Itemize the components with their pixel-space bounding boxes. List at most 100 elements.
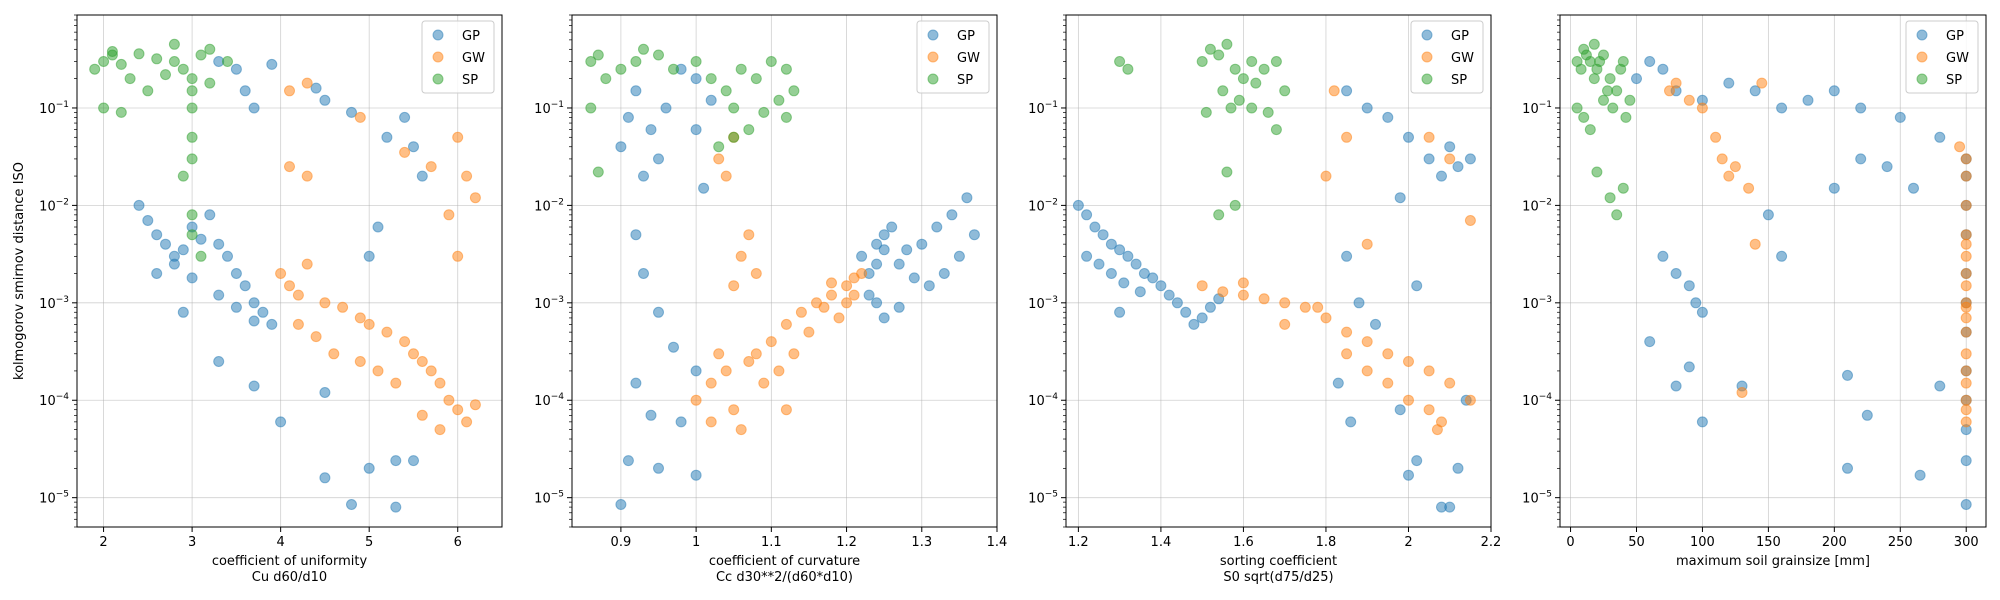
data-point-SP: [713, 141, 725, 153]
data-point-GW: [1960, 238, 1972, 250]
data-point-GP: [1155, 280, 1167, 292]
data-point-GP: [622, 455, 634, 467]
data-point-GP: [1828, 182, 1840, 194]
legend: GP GW SP: [421, 20, 495, 94]
data-point-GP: [390, 501, 402, 513]
x-axis-label: coefficient of curvature Cc d30**2/(d60*d…: [709, 554, 860, 585]
data-point-GW: [841, 297, 853, 309]
data-point-GW: [469, 192, 481, 204]
y-tick-label: 10−4: [1522, 392, 1552, 409]
data-point-GW: [443, 394, 455, 406]
x-tick-label: 50: [1628, 535, 1645, 550]
data-point-GW: [1696, 102, 1708, 114]
data-point-GP: [1134, 286, 1146, 298]
data-point-GP: [1861, 409, 1873, 421]
data-point-GP: [668, 341, 679, 353]
data-point-GW: [728, 280, 740, 292]
data-point-SP: [735, 63, 747, 75]
data-point-GW: [301, 77, 313, 89]
data-point-GP: [177, 244, 189, 256]
panel-2: 0.9 1 1.1 1.2 1.3 1.4 10−5 10−4 10−3 10−2 10−1 coef…: [534, 14, 1008, 585]
legend-marker-SP: [1421, 73, 1433, 85]
series-SP: [1571, 38, 1636, 221]
data-point-GP: [961, 192, 973, 204]
data-point-GP: [408, 141, 419, 153]
data-point-GP: [675, 416, 687, 428]
data-point-GP: [1105, 268, 1117, 279]
x-tick-label: 5: [365, 535, 373, 550]
legend-label-SP: SP: [957, 73, 973, 88]
data-point-GW: [1960, 153, 1972, 165]
data-point-GP: [1411, 455, 1423, 467]
series-GW: [1196, 85, 1476, 436]
data-point-SP: [151, 53, 163, 65]
data-point-GW: [292, 318, 304, 330]
data-point-GP: [953, 250, 965, 262]
y-tick-label: 10−2: [534, 197, 564, 214]
y-tick-label: 10−2: [39, 197, 69, 214]
data-point-GP: [1089, 221, 1101, 233]
data-point-GP: [630, 377, 642, 389]
data-point-GP: [390, 455, 402, 467]
legend-marker-GW: [1421, 51, 1433, 63]
legend-label-GW: GW: [1946, 51, 1969, 66]
data-point-GP: [901, 244, 913, 256]
data-point-GW: [452, 131, 464, 143]
data-point-GW: [1237, 289, 1249, 301]
data-point-SP: [1237, 73, 1249, 85]
data-point-GP: [1762, 209, 1774, 221]
data-point-GW: [795, 306, 807, 318]
data-point-GP: [1444, 501, 1456, 513]
data-point-GP: [1683, 280, 1695, 292]
y-tick-label: 10−3: [1522, 295, 1552, 312]
data-point-SP: [1270, 124, 1282, 136]
data-point-SP: [1213, 49, 1225, 61]
legend-label-SP: SP: [1946, 73, 1962, 88]
data-point-GP: [690, 124, 702, 136]
data-point-GW: [705, 377, 717, 389]
x-tick-label: 2.2: [1481, 535, 1502, 550]
data-point-SP: [1598, 94, 1609, 106]
data-point-GP: [1114, 306, 1126, 318]
data-point-SP: [780, 111, 792, 123]
x-tick-label: 1: [692, 535, 700, 550]
data-point-SP: [186, 131, 198, 143]
x-tick-label: 3: [188, 535, 196, 550]
data-point-GP: [1776, 102, 1788, 114]
data-point-GW: [1960, 229, 1972, 241]
legend-label-GP: GP: [462, 29, 480, 44]
data-point-SP: [186, 209, 198, 221]
data-point-GP: [1670, 380, 1682, 392]
data-point-GW: [1960, 170, 1972, 182]
data-point-GP: [1118, 277, 1130, 289]
x-tick-label: 2: [99, 535, 107, 550]
x-tick-label: 1.4: [987, 535, 1008, 550]
data-point-GP: [1690, 297, 1702, 309]
data-point-GW: [735, 424, 747, 436]
data-point-GW: [780, 404, 792, 416]
data-point-GP: [878, 229, 890, 241]
data-point-GW: [469, 399, 481, 411]
x-tick-label: 200: [1822, 535, 1847, 550]
data-point-GP: [1188, 318, 1200, 330]
data-point-GW: [1960, 416, 1972, 428]
data-point-GW: [1196, 280, 1208, 292]
data-point-SP: [592, 49, 604, 61]
data-point-GP: [690, 469, 702, 481]
data-point-GP: [363, 250, 375, 262]
data-point-GW: [713, 348, 725, 360]
legend-marker-SP: [927, 73, 939, 85]
data-point-GP: [1828, 85, 1840, 97]
grid-lines: [1560, 15, 1986, 527]
data-point-GP: [1353, 297, 1365, 309]
data-point-GP: [1114, 244, 1126, 256]
data-point-SP: [204, 77, 216, 89]
data-point-GP: [1452, 161, 1464, 173]
data-point-SP: [106, 46, 118, 57]
data-point-GW: [1960, 268, 1972, 279]
data-point-GW: [1670, 77, 1682, 89]
data-point-GW: [425, 365, 437, 377]
series-GW: [690, 131, 868, 436]
y-tick-label: 10−4: [534, 392, 564, 409]
data-point-GW: [1960, 301, 1972, 313]
